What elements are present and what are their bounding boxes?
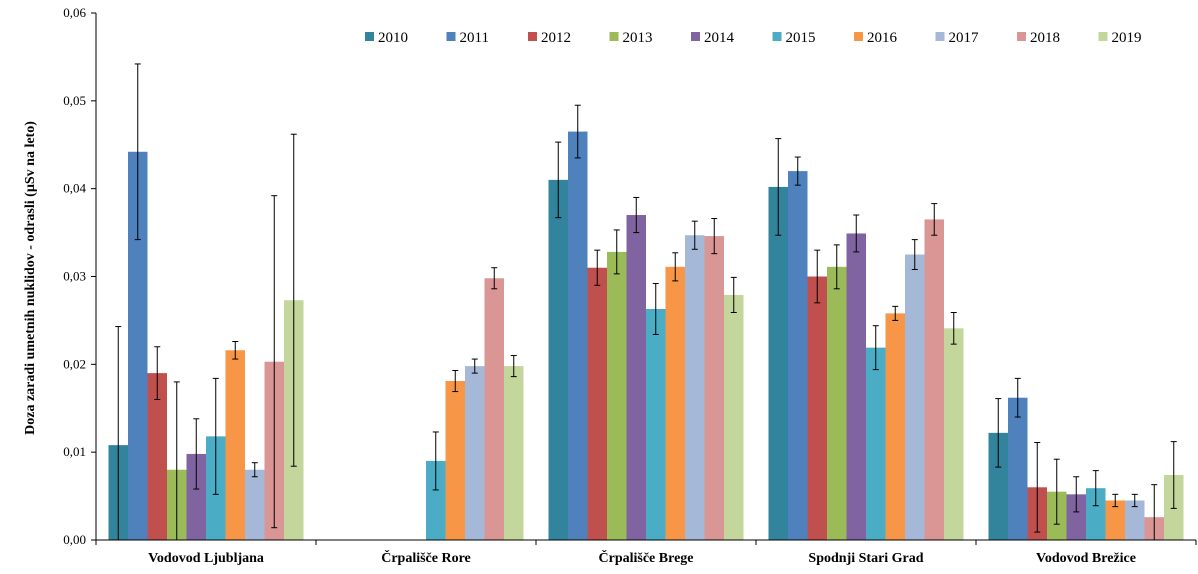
bar: [1066, 494, 1086, 540]
bar: [465, 366, 485, 540]
bar: [1105, 500, 1125, 540]
legend-label: 2018: [1030, 30, 1060, 46]
bar: [724, 294, 744, 540]
bar: [128, 151, 148, 540]
bar: [626, 215, 646, 540]
legend-swatch: [854, 32, 863, 41]
bar: [504, 366, 524, 540]
bar: [186, 453, 206, 540]
y-tick-label: 0,02: [63, 356, 86, 371]
bar: [548, 179, 568, 540]
bar: [685, 235, 705, 540]
legend-swatch: [1017, 32, 1026, 41]
legend-swatch: [772, 32, 782, 41]
bar: [587, 267, 607, 540]
bar: [646, 309, 666, 540]
x-category-label: Spodnji Stari Grad: [808, 551, 923, 566]
legend-label: 2015: [786, 30, 816, 46]
legend-swatch: [609, 32, 619, 41]
bar: [885, 313, 905, 540]
bar: [944, 328, 964, 540]
y-tick-label: 0,01: [63, 444, 86, 459]
bar: [704, 236, 724, 540]
legend-label: 2016: [867, 30, 898, 46]
legend: 2010 2011 2012 2013 2014 2015 2016 2017 2018 2019: [365, 30, 1142, 46]
y-tick-label: 0,04: [63, 181, 86, 196]
bar: [607, 251, 627, 540]
bar: [568, 131, 588, 540]
legend-label: 2014: [704, 30, 735, 46]
axes-layer: 0,00 0,01 0,02 0,03 0,04 0,05 0,06 Vodovod Ljub…: [63, 5, 1197, 566]
bar: [1008, 397, 1028, 540]
y-tick-label: 0,05: [63, 93, 86, 108]
legend-label: 2013: [623, 30, 653, 46]
legend-swatch: [446, 32, 456, 41]
bar: [445, 381, 465, 540]
legend-label: 2011: [460, 30, 489, 46]
x-category-label: Vodovod Ljubljana: [148, 551, 264, 566]
legend-label: 2012: [541, 30, 571, 46]
legend-swatch: [691, 32, 700, 41]
bar: [484, 278, 504, 540]
bar: [768, 186, 788, 540]
legend-swatch: [365, 32, 374, 41]
bar: [147, 373, 167, 540]
bar: [827, 266, 847, 540]
bars-layer: [108, 131, 1184, 541]
x-category-label: Vodovod Brežice: [1036, 551, 1136, 566]
y-tick-label: 0,00: [63, 532, 86, 547]
error-bars-layer: [115, 63, 1177, 541]
bar: [665, 266, 685, 540]
bar: [225, 350, 245, 540]
bar: [1086, 488, 1106, 540]
bar: [866, 347, 886, 540]
bar: [426, 460, 446, 540]
legend-swatch: [1098, 32, 1108, 41]
bar: [905, 254, 925, 541]
legend-label: 2017: [949, 30, 980, 46]
bar: [988, 432, 1008, 540]
bar: [1125, 500, 1145, 540]
legend-label: 2010: [378, 30, 408, 46]
x-category-label: Črpališče Rore: [381, 549, 471, 566]
legend-swatch: [935, 32, 945, 41]
legend-label: 2019: [1112, 30, 1142, 46]
y-axis-title: Doza zaradi umetnih nuklidov - odrasli (…: [23, 121, 38, 435]
y-tick-label: 0,06: [63, 5, 86, 20]
bar: [924, 219, 944, 540]
bar: [245, 469, 265, 540]
bar: [788, 171, 808, 540]
legend-swatch: [528, 32, 537, 41]
bar: [807, 276, 827, 540]
bar: [846, 233, 866, 540]
x-category-label: Črpališče Brege: [599, 549, 694, 566]
y-tick-label: 0,03: [63, 269, 86, 284]
